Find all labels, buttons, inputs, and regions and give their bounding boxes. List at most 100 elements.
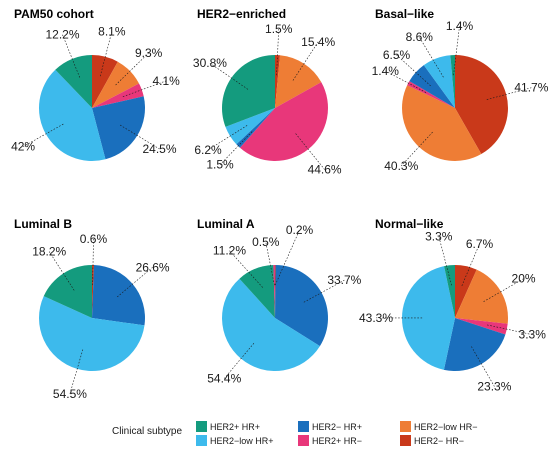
slice-data-label: 11.2% [213, 244, 246, 258]
label-leader-line [209, 62, 249, 90]
label-leader-line [115, 52, 149, 86]
slice-data-label: 6.7% [466, 237, 494, 251]
legend-swatch-h2low_hrm [400, 421, 411, 432]
pie-slice-h2p_hrm [273, 265, 275, 318]
legend-label: HER2− HR− [414, 436, 464, 446]
slice-data-label: 0.2% [286, 223, 314, 237]
legend-swatch-h2m_hrp [298, 421, 309, 432]
slice-data-label: 41.7% [514, 81, 548, 95]
pie-panel-5: Normal−like 6.7% 20% 3.3% 23.3% 43.3% 3.3% [359, 217, 546, 393]
slice-data-label: 9.3% [135, 46, 163, 60]
label-leader-line [274, 229, 300, 286]
pie-slice-h2low_hrp [423, 55, 455, 108]
pie-panel-2: Basal−like 41.7% 40.3% 1.4% 6.5% 8.6% 1.4% [372, 7, 549, 173]
pie-slice-h2m_hrm [275, 55, 280, 108]
slice-data-label: 1.5% [206, 158, 234, 172]
slice-data-label: 3.3% [519, 328, 547, 342]
label-leader-line [48, 251, 75, 291]
pie-slice-h2p_hrp [450, 55, 455, 108]
label-leader-line [401, 131, 433, 167]
pie-panel-3: Luminal B 0.6% 26.6% 54.5% 18.2% [14, 217, 170, 401]
slice-data-label: 0.6% [80, 232, 108, 246]
slice-data-label: 6.5% [383, 48, 411, 62]
label-leader-line [207, 125, 248, 151]
chart-title: Luminal B [14, 217, 72, 231]
slice-data-label: 40.3% [384, 159, 418, 173]
chart-title: Normal−like [375, 217, 444, 231]
pie-panel-4: Luminal A 0.2% 33.7% 54.4% 11.2% 0.5% [197, 217, 362, 386]
chart-title: Basal−like [375, 7, 434, 21]
label-leader-line [419, 36, 444, 78]
pie-panel-0: PAM50 cohort 8.1% 9.3% 4.1% 24.5% 42% 12.2% [11, 7, 181, 162]
pie-slice-h2low_hrp [38, 69, 106, 162]
label-leader-line [486, 87, 532, 100]
label-leader-line [62, 34, 81, 78]
pie-slice-h2p_hrm [455, 318, 508, 335]
chart-title: PAM50 cohort [14, 7, 94, 21]
slice-data-label: 24.5% [143, 142, 177, 156]
pie-slice-h2m_hrp [92, 265, 145, 326]
slice-data-label: 33.7% [327, 273, 361, 287]
slice-data-label: 44.6% [308, 163, 342, 177]
chart-title: Luminal A [197, 217, 255, 231]
slice-data-label: 1.4% [446, 19, 474, 33]
label-leader-line [471, 346, 495, 387]
label-leader-line [385, 70, 427, 93]
label-leader-line [117, 267, 153, 298]
pie-slice-h2m_hrm [92, 55, 118, 108]
legend-label: HER2−low HR− [414, 422, 478, 432]
pie-slice-h2m_hrm [455, 265, 477, 318]
label-leader-line [119, 124, 160, 150]
label-leader-line [219, 131, 253, 165]
pie-slice-h2m_hrp [236, 108, 275, 148]
slice-data-label: 4.1% [153, 74, 181, 88]
slice-data-label: 8.6% [406, 30, 434, 44]
pie-slice-h2low_hrm [275, 55, 322, 108]
pie-slice-h2m_hrp [409, 65, 455, 108]
slice-data-label: 23.3% [477, 379, 511, 393]
slice-data-label: 42% [11, 140, 35, 154]
pie-slice-h2m_hrp [443, 318, 506, 372]
label-leader-line [292, 41, 319, 81]
pie-slice-h2m_hrm [275, 264, 276, 318]
label-leader-line [461, 243, 480, 286]
label-leader-line [396, 54, 431, 87]
pie-slice-h2low_hrp [38, 296, 145, 372]
legend-label: HER2+ HR− [312, 436, 362, 446]
slice-data-label: 30.8% [193, 56, 227, 70]
slice-data-label: 26.6% [136, 260, 170, 274]
legend-title: Clinical subtype [112, 426, 182, 437]
slice-data-label: 12.2% [45, 28, 79, 42]
pie-slice-h2p_hrp [43, 265, 92, 318]
slice-data-label: 1.5% [265, 22, 293, 36]
pie-slice-h2m_hrp [92, 96, 145, 160]
label-leader-line [303, 279, 345, 303]
label-leader-line [295, 133, 325, 170]
legend-swatch-h2m_hrm [400, 435, 411, 446]
pie-slice-h2p_hrp [221, 55, 275, 127]
pie-slice-h2m_hrp [275, 265, 329, 347]
label-leader-line [276, 29, 280, 76]
pie-slice-h2low_hrm [402, 85, 482, 161]
pie-slice-h2p_hrm [92, 83, 144, 108]
pie-slice-h2p_hrp [55, 55, 92, 108]
slice-data-label: 54.5% [53, 387, 87, 401]
label-leader-line [487, 324, 533, 335]
label-leader-line [224, 342, 255, 379]
label-leader-line [69, 349, 84, 394]
pie-slice-h2low_hrp [225, 108, 275, 145]
slice-data-label: 8.1% [98, 25, 126, 39]
legend-swatch-h2low_hrp [196, 435, 207, 446]
pie-slice-h2p_hrp [444, 265, 455, 318]
slice-data-label: 0.5% [252, 235, 280, 249]
legend-label: HER2− HR+ [312, 422, 362, 432]
label-leader-line [483, 278, 524, 302]
slice-data-label: 43.3% [359, 311, 393, 325]
slice-data-label: 6.2% [194, 143, 222, 157]
legend-swatch-h2p_hrm [298, 435, 309, 446]
pie-slice-h2low_hrp [402, 266, 455, 370]
pie-slice-h2low_hrp [222, 278, 320, 371]
label-leader-line [122, 80, 167, 97]
